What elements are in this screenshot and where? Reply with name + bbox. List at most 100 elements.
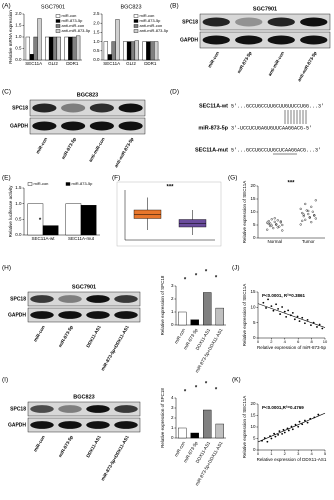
bar — [56, 36, 61, 61]
point — [310, 205, 313, 208]
legend-swatch — [133, 14, 139, 18]
point — [272, 309, 275, 312]
significance: * — [215, 276, 218, 282]
y-tick-label: 4 — [171, 395, 174, 400]
x-tick-label: 4 — [284, 339, 287, 344]
point — [302, 215, 305, 218]
bar — [68, 36, 73, 61]
y-tick-label: 5 — [253, 320, 256, 325]
point — [279, 221, 282, 224]
legend-swatch — [55, 14, 61, 18]
legend-swatch — [65, 182, 71, 186]
y-tick-label: 3 — [171, 405, 174, 410]
legend-swatch — [133, 29, 139, 33]
bar — [29, 54, 34, 61]
plot-frame — [116, 181, 222, 247]
point — [301, 219, 304, 222]
y-tick-label: 15 — [250, 289, 256, 294]
blot-band — [58, 405, 82, 413]
blot-band — [89, 121, 114, 131]
y-tick-label: 1.5 — [93, 30, 100, 35]
bar — [27, 203, 44, 236]
y-tick-label: 0 — [253, 447, 256, 452]
x-tick-label: SEC11A — [103, 61, 120, 66]
x-tick-label: SEC11A-wt — [32, 236, 56, 241]
point — [263, 437, 266, 439]
y-axis-label: Relative expression of SPC18 — [160, 388, 165, 448]
bar — [123, 41, 128, 61]
legend-label: anti-miR-873-5p — [140, 28, 169, 33]
point — [287, 309, 290, 312]
point — [279, 220, 282, 223]
bar — [215, 307, 224, 326]
point — [274, 435, 277, 438]
bar — [178, 311, 187, 326]
legend-label: miR-con — [34, 181, 49, 186]
point — [270, 305, 273, 308]
stat-text: P<0.0001, R²=0.3861 — [262, 293, 306, 298]
point — [276, 219, 279, 222]
point — [291, 428, 294, 431]
point — [281, 306, 284, 308]
point — [273, 217, 276, 220]
point — [298, 420, 301, 423]
y-tick-label: 2 — [171, 296, 174, 301]
x-tick-label: GLI2 — [48, 61, 58, 66]
significance: * — [205, 382, 208, 388]
y-tick-label: 2 — [171, 415, 174, 420]
trend-line — [257, 412, 326, 443]
point — [283, 310, 286, 313]
y-tick-label: 5 — [253, 222, 256, 227]
legend-swatch — [27, 182, 33, 186]
bar — [215, 423, 224, 439]
x-tick-label: 8 — [310, 339, 313, 344]
x-tick-label: 10 — [323, 339, 328, 344]
blot-band — [114, 311, 138, 319]
x-tick-label: DDR1 — [144, 61, 157, 66]
significance: *** — [287, 181, 295, 187]
blot-band — [114, 405, 138, 413]
y-tick-label: 5 — [253, 436, 256, 441]
blot-row-label: GAPDH — [8, 422, 26, 428]
bar — [203, 292, 212, 326]
legend-label: anti-miR-873-5p — [62, 28, 91, 33]
bar — [64, 36, 69, 61]
point — [301, 316, 304, 319]
point — [281, 223, 284, 227]
y-tick-label: 0.0 — [15, 57, 22, 62]
legend-swatch — [55, 24, 61, 28]
legend-label: miR-873-5p — [62, 18, 84, 23]
point — [279, 313, 282, 315]
point — [299, 223, 302, 226]
point — [262, 301, 265, 304]
y-axis-label: Relative expression of SPC18 — [160, 275, 165, 335]
significance: * — [195, 386, 198, 392]
blot-band — [61, 103, 86, 113]
panel-label: (H) — [2, 265, 11, 272]
blot-row-label: GAPDH — [10, 123, 28, 129]
y-tick-label: 15 — [250, 413, 256, 418]
point — [281, 433, 284, 435]
point — [306, 421, 309, 424]
point — [318, 323, 321, 326]
bar — [203, 409, 212, 439]
y-tick-label: 10 — [250, 305, 256, 310]
point — [293, 318, 296, 321]
bar — [33, 36, 38, 61]
x-tick-label: SEC11A-mut — [68, 236, 95, 241]
blot-cell: SGC7901 — [72, 284, 96, 290]
point — [266, 221, 269, 224]
panel-label: (D) — [170, 89, 179, 96]
panel-label: (I) — [2, 377, 8, 384]
x-tick-label: 5 — [324, 451, 327, 456]
blot-band — [118, 121, 143, 131]
seq-name: miR-873-5p — [198, 125, 228, 131]
blot-strip — [199, 31, 331, 49]
x-axis-label: Relative expression of DDX11-AS1 — [257, 457, 327, 462]
bar — [190, 319, 199, 326]
point — [306, 319, 309, 321]
x-tick-label: 2 — [270, 339, 273, 344]
bar — [134, 40, 139, 61]
point — [307, 212, 310, 216]
